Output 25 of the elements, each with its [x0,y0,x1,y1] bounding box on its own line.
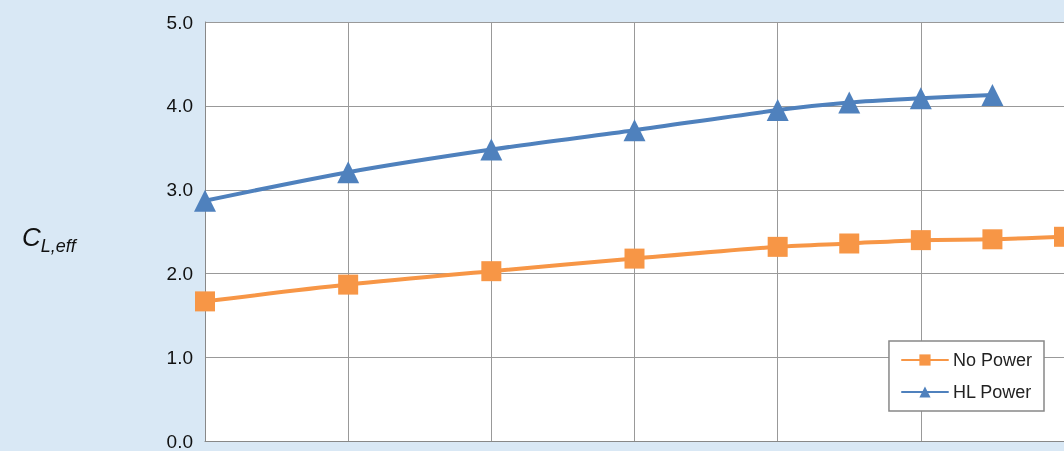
point [623,119,646,142]
point [766,99,789,122]
point [337,161,360,184]
point [480,138,503,161]
point [910,230,931,251]
point [839,233,860,254]
point [838,91,861,114]
y-tick-label: 5.0 [166,11,193,33]
point [338,274,359,295]
legend-label: HL Power [952,382,1032,402]
y-tick-label: 3.0 [166,179,193,201]
y-tick-label: 0.0 [166,431,193,451]
point [194,189,216,212]
y-tick-label: 2.0 [166,263,193,285]
point [982,229,1003,250]
point [909,87,932,110]
point [767,236,788,257]
legend-label: No Power [952,350,1033,370]
y-axis-title: C$_{L,eff}$ [22,222,76,258]
point [624,248,645,269]
point [195,291,215,312]
point [981,83,1004,106]
point [481,261,502,282]
y-tick-label: 4.0 [166,95,193,117]
y-tick-label: 1.0 [166,347,193,369]
